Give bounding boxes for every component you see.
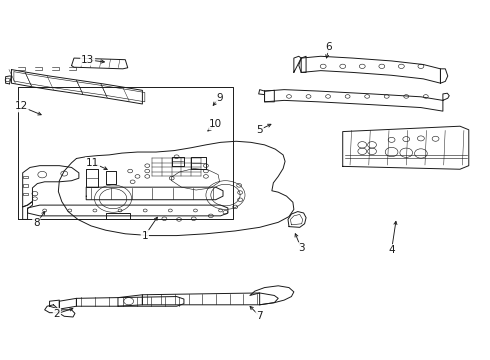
Text: 11: 11 [86, 158, 99, 168]
Bar [23, 176, 28, 178]
Text: 9: 9 [216, 93, 223, 103]
Text: 13: 13 [81, 55, 94, 65]
Text: 6: 6 [326, 42, 332, 52]
Text: 12: 12 [15, 102, 28, 112]
Bar [23, 184, 28, 186]
Text: 7: 7 [256, 311, 263, 321]
Text: 10: 10 [209, 120, 222, 129]
Bar [23, 193, 28, 195]
Text: 8: 8 [33, 218, 40, 228]
Text: 1: 1 [142, 231, 148, 240]
Text: 4: 4 [388, 245, 395, 255]
Text: 2: 2 [53, 309, 60, 319]
Text: 5: 5 [256, 125, 263, 135]
Text: 3: 3 [298, 243, 304, 253]
